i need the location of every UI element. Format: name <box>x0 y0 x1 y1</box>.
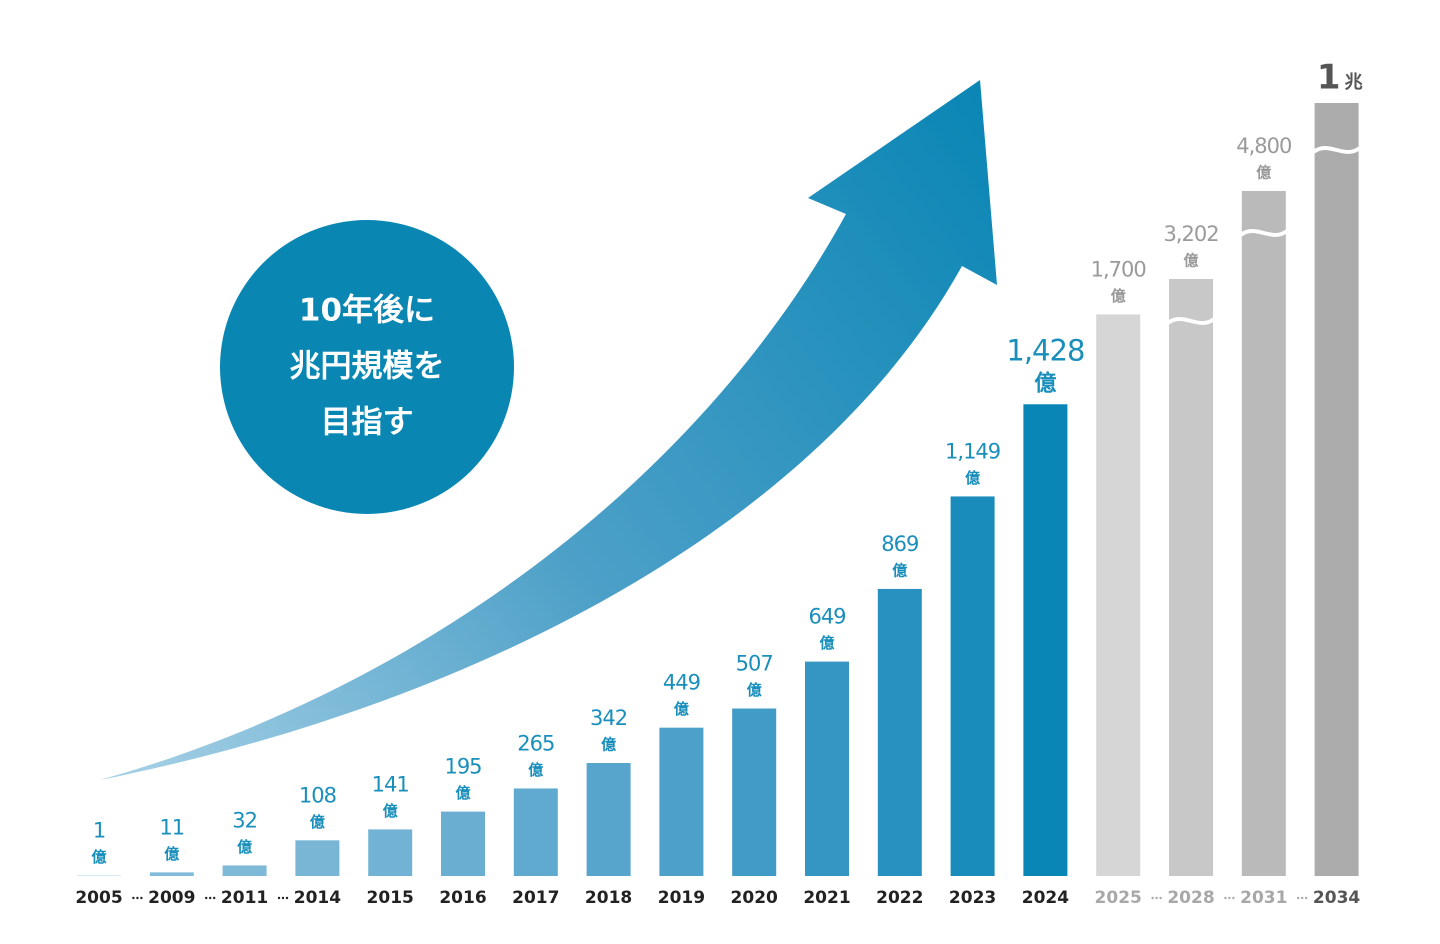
value-unit: 億 <box>1034 370 1056 396</box>
x-tick-label: 2015 <box>367 888 414 908</box>
value-label: 32 <box>232 808 257 832</box>
x-tick-label: 2009 <box>148 888 195 908</box>
x-tick-label: 2018 <box>585 888 632 908</box>
bar <box>368 829 413 876</box>
value-unit: 億 <box>674 700 689 718</box>
gap-dot <box>136 896 139 900</box>
value-unit: 億 <box>383 802 398 820</box>
value-unit: 億 <box>892 561 907 579</box>
gap-dot <box>1159 896 1162 900</box>
value-label: 1,700 <box>1091 257 1146 281</box>
value-label: 265 <box>517 731 554 755</box>
value-unit: 億 <box>819 634 834 652</box>
gap-dot <box>205 896 208 900</box>
value-unit: 億 <box>164 845 179 863</box>
bar <box>222 865 267 876</box>
bar <box>1023 404 1068 876</box>
value-label: 1 <box>93 819 105 843</box>
value-unit: 億 <box>310 813 325 831</box>
gap-dot <box>1232 896 1235 900</box>
value-label: 11 <box>159 815 184 839</box>
x-tick-label: 2020 <box>731 888 778 908</box>
value-unit: 億 <box>528 761 543 779</box>
gap-dot <box>1151 896 1154 900</box>
value-label: 195 <box>444 755 481 779</box>
callout-line: 兆円規模を <box>290 349 445 385</box>
bar <box>1096 314 1141 876</box>
bar <box>732 708 777 876</box>
axis-break <box>1312 146 1361 154</box>
value-unit: 億 <box>965 469 980 487</box>
value-unit: 億 <box>1256 164 1271 182</box>
value-label: 141 <box>372 772 409 796</box>
axis-break <box>1239 229 1289 237</box>
value-unit: 億 <box>1183 252 1198 270</box>
value-unit: 億 <box>91 848 106 866</box>
axis-break <box>1166 317 1216 325</box>
callout-line: 10年後に <box>299 293 435 329</box>
bar <box>659 727 704 876</box>
bar <box>1314 103 1359 876</box>
value-label: 649 <box>808 605 845 629</box>
callout-line: 目指す <box>321 405 414 441</box>
bar <box>950 496 995 876</box>
bar <box>877 588 922 876</box>
bar <box>805 661 849 876</box>
value-unit: 億 <box>747 681 762 699</box>
value-label: 1 <box>1317 58 1341 98</box>
gap-dot <box>1228 896 1231 900</box>
value-label: 4,800 <box>1236 134 1291 158</box>
x-tick-label: 2022 <box>876 888 923 908</box>
value-unit: 億 <box>455 784 470 802</box>
gap-dot <box>1305 896 1308 900</box>
x-tick-label: 2014 <box>294 888 341 908</box>
x-tick-label: 2023 <box>949 888 996 908</box>
bar <box>295 840 340 876</box>
value-label: 108 <box>299 783 336 807</box>
gap-dot <box>1297 896 1300 900</box>
value-label: 342 <box>590 706 627 730</box>
bar <box>513 788 558 876</box>
value-unit: 億 <box>237 838 252 856</box>
value-unit: 億 <box>601 736 616 754</box>
value-unit: 億 <box>1111 287 1126 305</box>
bar <box>586 763 631 876</box>
x-tick-label: 2016 <box>439 888 486 908</box>
gap-dot <box>1155 896 1158 900</box>
x-tick-label: 2011 <box>221 888 268 908</box>
gap-dot <box>132 896 135 900</box>
bar <box>149 872 194 876</box>
x-tick-label: 2028 <box>1167 888 1214 908</box>
value-label: 869 <box>881 532 918 556</box>
x-tick-label: 2031 <box>1240 888 1287 908</box>
value-label: 1,149 <box>945 439 1000 463</box>
value-label: 449 <box>663 671 700 695</box>
gap-dot <box>281 896 285 900</box>
value-label: 3,202 <box>1163 222 1218 246</box>
x-tick-label: 2019 <box>658 888 705 908</box>
x-tick-label: 2025 <box>1095 888 1142 908</box>
bar <box>1169 279 1213 876</box>
x-tick-label: 2017 <box>512 888 559 908</box>
callout-circle <box>220 220 514 514</box>
gap-dot <box>209 896 212 900</box>
gap-dot <box>1224 896 1227 900</box>
value-label: 507 <box>736 652 773 676</box>
growth-arrow <box>100 80 997 780</box>
value-unit: 兆 <box>1345 72 1363 93</box>
x-tick-label: 2034 <box>1313 888 1360 908</box>
x-tick-label: 2005 <box>75 888 122 908</box>
value-label: 1,428 <box>1006 333 1084 367</box>
gap-dot <box>277 896 281 900</box>
bar <box>441 811 485 876</box>
gap-dot <box>285 896 289 900</box>
gap-dot <box>140 896 143 900</box>
gap-dot <box>213 896 216 900</box>
gap-dot <box>1301 896 1304 900</box>
x-tick-label: 2024 <box>1022 888 1069 908</box>
bar <box>1241 191 1286 876</box>
x-tick-label: 2021 <box>803 888 850 908</box>
